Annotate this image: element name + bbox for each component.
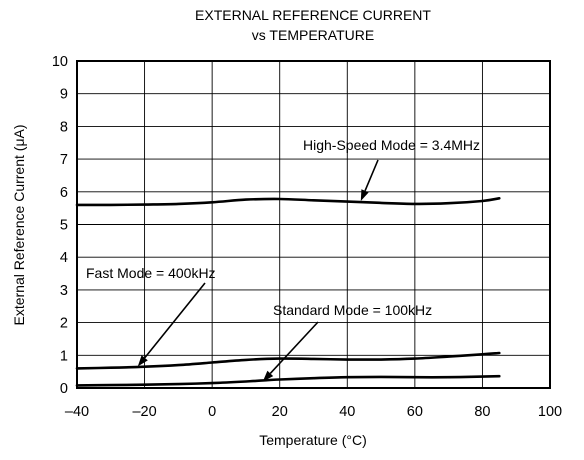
y-tick-label: 6	[60, 185, 68, 201]
series-lines	[75, 197, 501, 387]
y-tick-label: 4	[60, 250, 68, 266]
annotations: High-Speed Mode = 3.4MHz Fast Mode = 400k…	[86, 137, 480, 382]
x-axis-label: Temperature (°C)	[259, 432, 367, 448]
grid	[77, 61, 550, 388]
y-tick-label: 1	[60, 348, 68, 364]
x-tick-label: 0	[208, 404, 216, 420]
x-tick-label: 80	[474, 404, 490, 420]
x-tick-label: 100	[538, 404, 562, 420]
y-tick-label: 0	[60, 381, 68, 397]
x-tick-label: –20	[132, 404, 156, 420]
y-tick-label: 9	[60, 87, 68, 103]
annotation-label: Fast Mode = 400kHz	[86, 265, 216, 281]
y-tick-labels: 0 1 2 3 4 5 6 7 8 9 10	[52, 54, 68, 397]
series-line-standard-mode	[75, 374, 501, 387]
annotation-label: Standard Mode = 100kHz	[273, 302, 432, 318]
x-tick-label: –40	[65, 404, 89, 420]
plot-frame	[76, 60, 551, 389]
arrowhead	[137, 355, 148, 367]
y-tick-label: 3	[60, 283, 68, 299]
arrowhead	[360, 189, 369, 201]
x-tick-label: 60	[407, 404, 423, 420]
y-tick-label: 2	[60, 316, 68, 332]
annotation-arrow	[269, 321, 319, 374]
y-tick-label: 5	[60, 218, 68, 234]
annotation-arrow	[364, 159, 379, 192]
y-axis-label: External Reference Current (μA)	[11, 124, 27, 325]
y-tick-label: 10	[52, 54, 68, 70]
y-tick-label: 7	[60, 152, 68, 168]
annotation-arrow	[144, 282, 206, 359]
series-line-fast-mode	[75, 351, 501, 370]
chart-subtitle: vs TEMPERATURE	[252, 27, 374, 43]
chart-title: EXTERNAL REFERENCE CURRENT	[195, 7, 431, 23]
x-tick-label: 40	[339, 404, 355, 420]
x-tick-label: 20	[272, 404, 288, 420]
annotation-label: High-Speed Mode = 3.4MHz	[303, 137, 480, 153]
y-tick-label: 8	[60, 119, 68, 135]
series-line-high-speed	[75, 197, 501, 207]
arrowhead	[262, 370, 274, 382]
x-tick-labels: –40 –20 0 20 40 60 80 100	[65, 404, 562, 420]
